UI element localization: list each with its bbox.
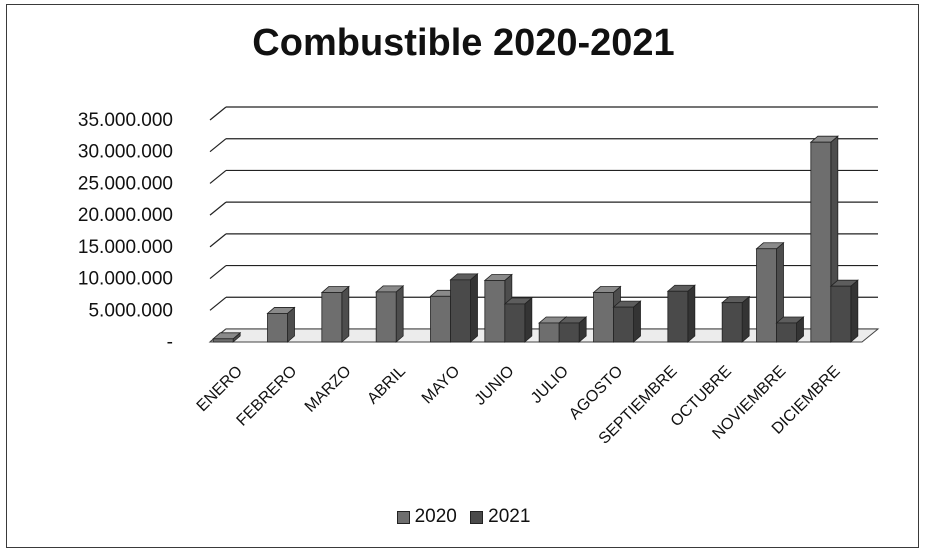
x-tick-label: JUNIO [472,363,518,409]
x-tick-label: MARZO [302,363,355,416]
legend-swatch-2021 [470,510,484,524]
gridline-depth [209,296,227,311]
gridline-depth [209,233,227,248]
bar-2020-febrero [267,313,288,343]
y-tick-label: 20.000.000 [78,205,173,226]
y-tick-label: 25.000.000 [78,173,173,194]
y-tick-label: 30.000.000 [78,142,173,163]
bar-2021-septiembre [667,290,689,343]
bar-2021-agosto-side [633,300,641,343]
gridline-depth [209,201,227,216]
x-tick-label: JULIO [528,363,572,407]
chart-legend: 2020 2021 [0,506,927,530]
legend-swatch-2020 [396,510,410,524]
bar-2020-julio [538,322,560,343]
chart-title: Combustible 2020-2021 [252,22,675,64]
x-tick-label: ENERO [194,363,246,415]
gridline-depth [209,169,227,184]
bar-2020-marzo-side [341,285,350,343]
legend-label-2020: 2020 [414,506,457,527]
bar-2021-diciembre [830,285,852,343]
legend-item-2020: 2020 [396,506,457,528]
bar-2021-diciembre-side [850,279,859,343]
y-tick-label: 35.000.000 [78,110,173,131]
bar-2021-julio [558,322,580,343]
bar-2020-abril [375,291,397,343]
bar-2021-septiembre-side [687,284,696,343]
gridline-depth [209,106,227,121]
bar-2021-agosto [613,306,634,343]
bar-2020-junio [484,280,506,343]
bar-2021-noviembre [776,322,797,343]
bar-2020-enero [212,338,234,343]
bar-2020-agosto [593,292,614,343]
bar-2021-mayo-side [470,272,478,343]
legend-label-2021: 2021 [488,506,531,527]
bar-2020-diciembre [810,141,832,343]
bar-2020-mayo [430,295,451,343]
x-tick-label: ABRIL [364,363,409,408]
bar-2020-marzo [321,292,343,343]
bar-2021-octubre [721,302,743,343]
legend-item-2021: 2021 [470,506,530,528]
bar-2020-noviembre [756,248,777,343]
bar-2021-junio-side [524,297,533,343]
y-tick-label: 5.000.000 [88,300,173,321]
x-tick-label: MAYO [419,363,464,408]
bar-2021-octubre-side [741,295,750,343]
y-tick-label: 10.000.000 [78,269,173,290]
bar-2021-mayo [450,279,471,343]
y-tick-label: 15.000.000 [78,237,173,258]
gridline-depth [209,138,227,153]
gridline-depth [209,265,227,280]
bar-2021-junio [504,303,526,343]
y-tick-label: - [167,332,173,353]
bar-2020-abril-side [395,285,404,343]
